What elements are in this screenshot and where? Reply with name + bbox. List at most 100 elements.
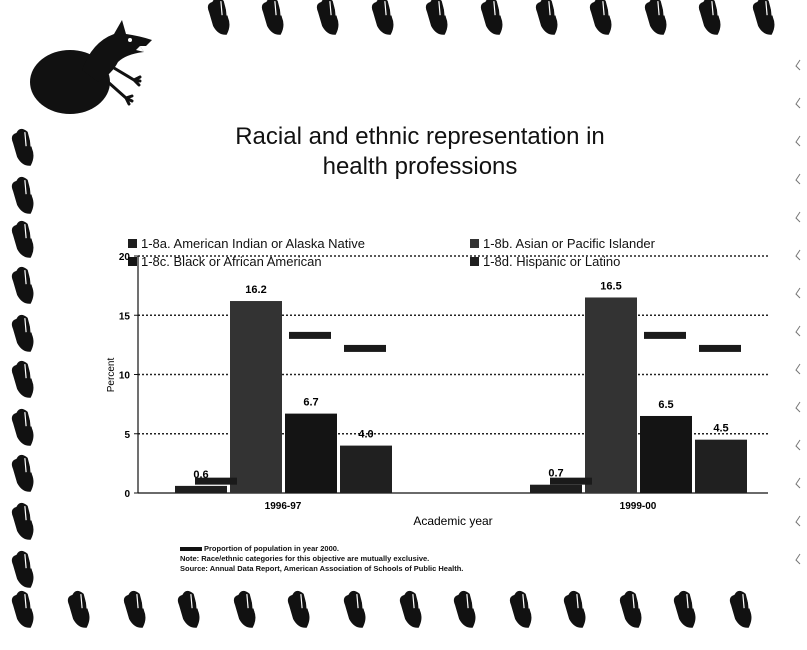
paw-print-icon [371,0,396,35]
paw-edge-mark [795,97,801,109]
paw-print-icon [453,590,478,628]
y-tick-label: 5 [124,430,130,441]
paw-print-icon [233,590,258,628]
paw-print-icon [480,0,505,35]
legend-label: 1-8b. Asian or Pacific Islander [483,236,655,251]
bar-value-label: 6.5 [658,399,673,411]
paw-edge-mark [795,363,801,375]
paw-print-icon [729,590,754,628]
paw-print-icon [11,454,36,492]
population-key-swatch [180,547,202,552]
wolf-mascot-icon [30,20,152,114]
chart-notes: Proportion of population in year 2000. N… [180,544,463,574]
legend-swatch [470,257,479,267]
paw-edge-mark [795,515,801,527]
paw-print-icon [11,220,36,258]
legend-swatch [128,239,137,249]
paw-print-icon [619,590,644,628]
legend-label: 1-8a. American Indian or Alaska Native [141,236,366,251]
paw-edge-mark [795,211,801,223]
paw-print-icon [425,0,450,35]
bar [695,439,747,493]
legend-item-asian: 1-8b. Asian or Pacific Islander [470,236,655,251]
paw-print-icon [11,590,36,628]
bar [585,297,637,493]
chart-title: Racial and ethnic representation in heal… [210,122,630,182]
population-marker [195,477,237,485]
paw-edge-mark [795,325,801,337]
x-tick-label: 1996-97 [265,501,302,512]
bar [640,415,692,493]
paw-edge-mark [795,439,801,451]
paw-print-icon [261,0,286,35]
legend-item-american-indian: 1-8a. American Indian or Alaska Native [128,236,365,251]
x-axis-label: Academic year [413,514,492,528]
paw-print-icon [752,0,777,35]
paw-print-icon [509,590,534,628]
bar [530,484,582,493]
bar-value-label: 16.5 [600,280,621,292]
bar-value-label: 6.7 [303,397,318,409]
y-axis-label: Percent [106,358,117,393]
paw-edge-mark [795,135,801,147]
paw-print-icon [11,266,36,304]
bar [340,445,392,493]
chart-title-line2: health professions [322,153,518,180]
population-marker [699,344,741,352]
paw-print-icon [316,0,341,35]
paw-print-icon [11,502,36,540]
population-key-label: Proportion of population in year 2000. [204,544,340,553]
y-tick-label: 0 [124,489,130,500]
paw-print-icon [673,590,698,628]
paw-print-icon [123,590,148,628]
paw-edge-mark [795,477,801,489]
bar [230,301,282,493]
paw-print-icon [589,0,614,35]
note-text: Note: Race/ethnic categories for this ob… [180,554,430,563]
paw-print-icon [11,314,36,352]
paw-print-icon [11,128,36,166]
y-tick-label: 10 [119,371,131,382]
paw-edge-mark [795,59,801,71]
paw-edge-mark [795,401,801,413]
legend-label: 1-8c. Black or African American [141,254,322,269]
legend-item-black: 1-8c. Black or African American [128,254,322,269]
paw-print-icon [67,590,92,628]
paw-print-icon [177,590,202,628]
bar [285,413,337,493]
paw-print-icon [535,0,560,35]
legend-swatch [128,257,137,267]
paw-print-icon [207,0,232,35]
paw-print-icon [11,408,36,446]
paw-edge-mark [795,173,801,185]
bar-value-label: 0.7 [548,468,563,480]
source-text: Source: Annual Data Report, American Ass… [180,564,464,573]
paw-print-icon [11,360,36,398]
bar [175,485,227,493]
legend-label: 1-8d. Hispanic or Latino [483,254,621,269]
population-key: Proportion of population in year 2000. [180,544,463,554]
paw-edge-mark [795,249,801,261]
bar-value-label: 4.5 [713,423,728,435]
population-marker [644,331,686,339]
paw-print-icon [287,590,312,628]
paw-edge-mark [795,287,801,299]
legend-item-hispanic: 1-8d. Hispanic or Latino [470,254,620,269]
y-tick-label: 20 [119,252,131,263]
paw-print-icon [11,550,36,588]
legend-swatch [470,239,479,249]
paw-print-icon [11,176,36,214]
paw-print-icon [563,590,588,628]
paw-print-icon [698,0,723,35]
bar-value-label: 16.2 [245,284,266,296]
paw-edge-mark [795,553,801,565]
bar-value-label: 4.0 [358,429,373,441]
paw-print-icon [399,590,424,628]
population-marker [344,344,386,352]
population-marker [289,331,331,339]
paw-print-icon [644,0,669,35]
population-marker [550,477,592,485]
